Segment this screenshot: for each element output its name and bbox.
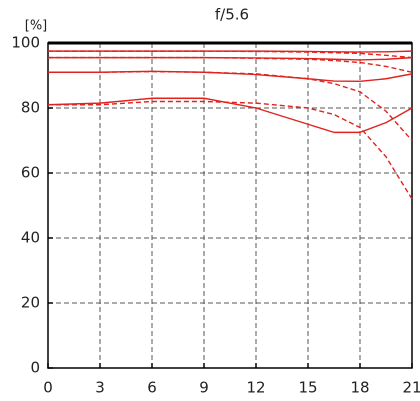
line-series (48, 56, 413, 61)
x-tick-label: 21 (402, 379, 420, 397)
line-series (48, 50, 413, 59)
y-tick-label: 60 (21, 164, 40, 182)
x-tick-label: 3 (95, 379, 105, 397)
y-tick-label: 100 (11, 34, 40, 52)
line-series (48, 100, 413, 200)
y-tick-label: 40 (21, 229, 40, 247)
line-series (48, 70, 413, 141)
y-tick-label: 0 (30, 359, 40, 377)
y-axis-label: [%] (25, 19, 48, 34)
x-tick-label: 18 (350, 379, 369, 397)
line-series (48, 56, 413, 73)
line-series (48, 70, 413, 83)
line-series (48, 50, 413, 53)
y-tick-label: 80 (21, 99, 40, 117)
x-tick-label: 9 (199, 379, 209, 397)
x-tick-label: 15 (298, 379, 317, 397)
x-tick-label: 12 (246, 379, 265, 397)
line-series (47, 97, 413, 134)
x-tick-label: 6 (147, 379, 157, 397)
plot-frame (47, 42, 413, 369)
y-tick-label: 20 (21, 294, 40, 312)
chart-title: f/5.6 (215, 6, 249, 24)
x-tick-label: 0 (43, 379, 53, 397)
